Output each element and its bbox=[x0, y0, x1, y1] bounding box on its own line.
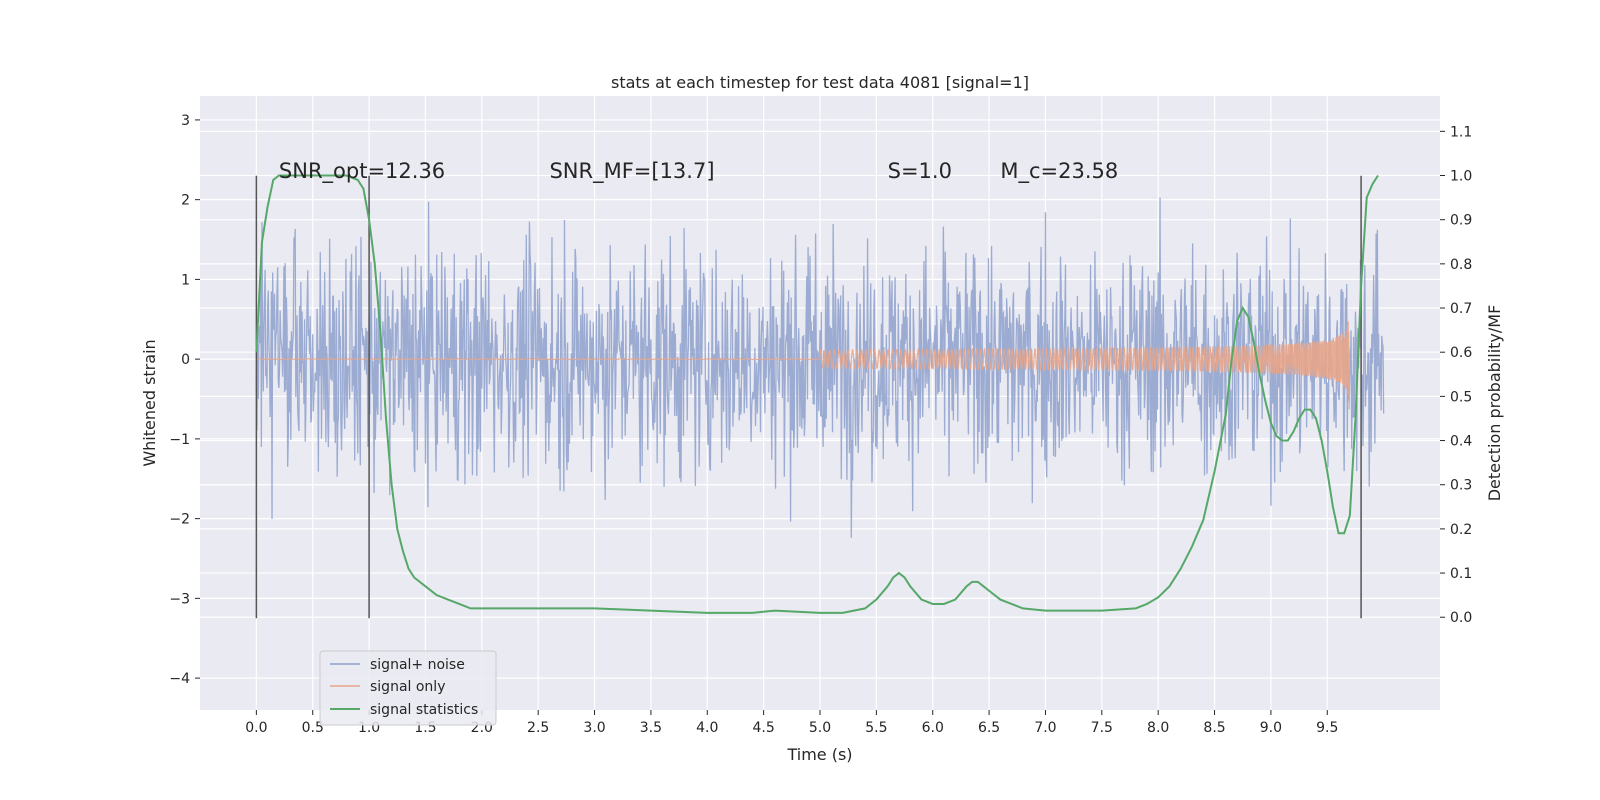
x-axis-label: Time (s) bbox=[786, 745, 852, 764]
x-tick-label: 5.0 bbox=[809, 720, 831, 736]
y2-axis-label: Detection probability/MF bbox=[1485, 305, 1504, 502]
series-signal-noise bbox=[255, 197, 1385, 538]
y2-axis-ticks: 1.1 1.0 0.9 0.8 0.7 0.6 0.5 0.4 0.3 0.2 0.1 0.0 bbox=[1440, 124, 1472, 626]
legend: signal+ noise signal only signal statist… bbox=[319, 650, 497, 726]
y2-tick-label: 0.6 bbox=[1450, 345, 1472, 361]
x-tick-label: 7.5 bbox=[1091, 720, 1113, 736]
x-tick-label: 2.5 bbox=[527, 720, 549, 736]
series-signal-statistics bbox=[255, 174, 1379, 614]
annotation-2: S=1.0 bbox=[888, 159, 952, 183]
y2-tick-label: 0.5 bbox=[1450, 389, 1472, 405]
x-tick-label: 3.0 bbox=[583, 720, 605, 736]
x-tick-label: 7.0 bbox=[1034, 720, 1056, 736]
y2-tick-label: 0.4 bbox=[1450, 434, 1472, 450]
y-tick-label: −2 bbox=[169, 512, 190, 528]
y-tick-label: −4 bbox=[169, 671, 190, 687]
annotation-1: SNR_MF=[13.7] bbox=[549, 159, 714, 184]
y2-tick-label: 1.1 bbox=[1450, 124, 1472, 140]
x-tick-label: 9.5 bbox=[1316, 720, 1338, 736]
x-tick-label: 0.0 bbox=[245, 720, 267, 736]
legend-label-signal-statistics: signal statistics bbox=[370, 702, 478, 718]
x-tick-label: 6.5 bbox=[978, 720, 1000, 736]
y2-tick-label: 1.0 bbox=[1450, 169, 1472, 185]
x-tick-label: 4.5 bbox=[753, 720, 775, 736]
signal-noise-line bbox=[255, 197, 1385, 538]
annotation-3: M_c=23.58 bbox=[1000, 159, 1118, 184]
y-tick-label: −3 bbox=[169, 591, 190, 607]
signal-statistics-line bbox=[255, 174, 1379, 614]
y2-tick-label: 0.1 bbox=[1450, 566, 1472, 582]
y-tick-label: 0 bbox=[181, 352, 190, 368]
x-tick-label: 4.0 bbox=[696, 720, 718, 736]
legend-label-signal-only: signal only bbox=[370, 679, 445, 695]
annotations: SNR_opt=12.36 SNR_MF=[13.7] S=1.0 M_c=23.58 bbox=[279, 159, 1118, 184]
y2-tick-label: 0.7 bbox=[1450, 301, 1472, 317]
y2-tick-label: 0.8 bbox=[1450, 257, 1472, 273]
x-axis-ticks: 0.0 0.5 1.0 1.5 2.0 2.5 3.0 3.5 4.0 4.5 5.0 5.5 6.0 6… bbox=[245, 710, 1338, 736]
series-signal-only bbox=[256, 321, 1351, 410]
y2-tick-label: 0.2 bbox=[1450, 522, 1472, 538]
y2-tick-label: 0.0 bbox=[1450, 610, 1472, 626]
x-tick-label: 8.0 bbox=[1147, 720, 1169, 736]
x-tick-label: 9.0 bbox=[1260, 720, 1282, 736]
x-tick-label: 3.5 bbox=[640, 720, 662, 736]
chart-title: stats at each timestep for test data 408… bbox=[611, 73, 1029, 92]
y-tick-label: 1 bbox=[181, 272, 190, 288]
y-tick-label: 2 bbox=[181, 193, 190, 209]
y-axis-label: Whitened strain bbox=[140, 339, 159, 466]
x-tick-label: 0.5 bbox=[302, 720, 324, 736]
y2-tick-label: 0.3 bbox=[1450, 478, 1472, 494]
y-tick-label: 3 bbox=[181, 113, 190, 129]
vertical-markers bbox=[255, 175, 1362, 619]
legend-box bbox=[319, 650, 497, 726]
annotation-0: SNR_opt=12.36 bbox=[279, 159, 445, 184]
y-tick-label: −1 bbox=[169, 432, 190, 448]
y-axis-ticks: 3 2 1 0 −1 −2 −3 −4 bbox=[169, 113, 200, 687]
legend-label-signal-noise: signal+ noise bbox=[370, 657, 465, 673]
y2-tick-label: 0.9 bbox=[1450, 213, 1472, 229]
signal-only-line bbox=[256, 321, 1351, 410]
x-tick-label: 8.5 bbox=[1203, 720, 1225, 736]
x-tick-label: 5.5 bbox=[865, 720, 887, 736]
x-tick-label: 6.0 bbox=[922, 720, 944, 736]
